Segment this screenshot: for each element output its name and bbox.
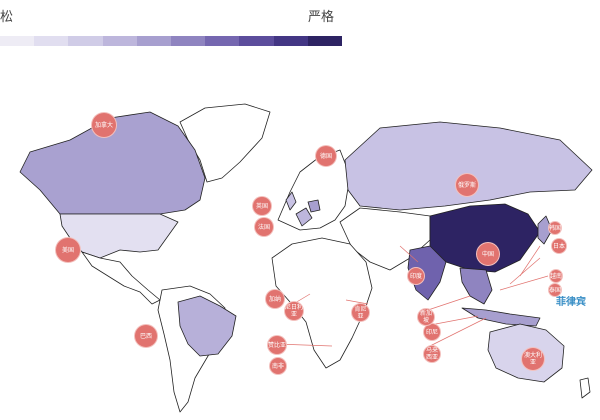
country-badge-uk: 英国 [253, 197, 271, 215]
legend-low-label: 松 [0, 10, 14, 25]
legend-segment [34, 36, 69, 46]
country-badge-china: 中国 [477, 243, 499, 265]
country-badge-south-africa: 南非 [270, 358, 286, 374]
legend-high-label: 严格 [308, 10, 335, 25]
country-badge-zambia: 赞比亚 [268, 336, 286, 354]
country-badge-singapore: 新加坡 [418, 309, 434, 325]
legend-segment [136, 36, 172, 46]
legend-segment [273, 36, 308, 46]
country-badge-malaysia: 马来西亚 [424, 346, 440, 362]
region-new-zealand [579, 377, 591, 399]
world-map [19, 103, 593, 413]
country-badge-canada: 加拿大 [92, 113, 116, 137]
legend-segment [205, 36, 240, 46]
region-brazil [177, 295, 237, 357]
legend-segment [307, 36, 343, 46]
region-europe [277, 149, 351, 231]
country-badge-brazil: 巴西 [135, 325, 157, 347]
country-badge-nigeria: 尼日利亚 [285, 302, 303, 320]
region-mexico [81, 251, 161, 305]
country-badge-thailand: 泰国 [549, 284, 561, 296]
country-badge-australia: 澳大利亚 [522, 348, 544, 370]
country-badge-japan: 日本 [552, 239, 566, 253]
legend-segment [0, 36, 35, 46]
country-badge-india: 印度 [408, 268, 424, 284]
region-france [295, 207, 313, 227]
country-badge-germany: 德国 [316, 146, 336, 166]
country-badge-ghana: 加纳 [266, 290, 284, 308]
legend-segment [102, 36, 137, 46]
country-badge-kenya: 肯尼亚 [352, 304, 369, 321]
legend-segment [239, 36, 274, 46]
country-badge-korea: 韩国 [549, 222, 561, 234]
country-badge-russia: 俄罗斯 [456, 174, 478, 196]
region-japan [537, 215, 553, 245]
legend-color-scale [0, 36, 343, 46]
region-usa [59, 213, 179, 259]
legend-segment [68, 36, 103, 46]
philippines-label: 菲律宾 [556, 297, 586, 308]
country-badge-indonesia: 印尼 [424, 324, 440, 340]
region-russia [344, 121, 593, 211]
country-badge-france: 法国 [255, 218, 273, 236]
region-africa [271, 237, 373, 369]
region-indonesia [461, 307, 541, 327]
region-uk [285, 191, 297, 211]
country-badge-usa: 美国 [56, 238, 80, 262]
legend-segment [171, 36, 206, 46]
region-germany [307, 199, 321, 213]
region-southeast-asia [459, 267, 493, 305]
region-canada [19, 111, 206, 215]
country-badge-vietnam: 越南 [550, 270, 562, 282]
